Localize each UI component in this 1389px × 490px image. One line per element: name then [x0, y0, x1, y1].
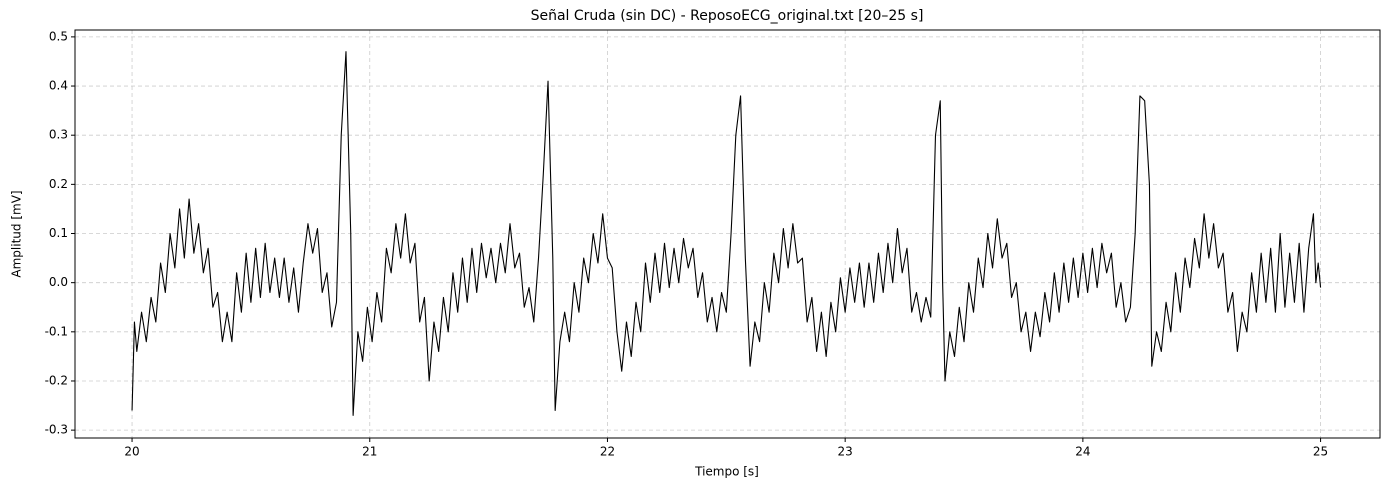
x-tick-label: 23	[838, 445, 853, 459]
chart-title: Señal Cruda (sin DC) - ReposoECG_origina…	[531, 8, 924, 24]
y-tick-label: -0.2	[45, 373, 68, 387]
y-tick-label: 0.2	[49, 177, 68, 191]
y-tick-label: 0.0	[49, 275, 68, 289]
y-tick-label: 0.1	[49, 226, 68, 240]
x-tick-label: 22	[600, 445, 615, 459]
x-tick-label: 25	[1313, 445, 1328, 459]
signal-line	[131, 51, 1322, 416]
x-tick-label: 21	[362, 445, 377, 459]
y-tick-label: -0.3	[45, 423, 68, 437]
y-axis-label: Amplitud [mV]	[10, 190, 24, 277]
y-tick-label: 0.3	[49, 128, 68, 142]
y-tick-label: 0.4	[49, 79, 68, 93]
x-tick-label: 20	[124, 445, 139, 459]
plot-frame	[74, 29, 1381, 439]
x-tick-label: 24	[1075, 445, 1090, 459]
x-axis-label: Tiempo [s]	[694, 465, 759, 479]
y-tick-label: 0.5	[49, 29, 68, 43]
y-tick-label: -0.1	[45, 324, 68, 338]
